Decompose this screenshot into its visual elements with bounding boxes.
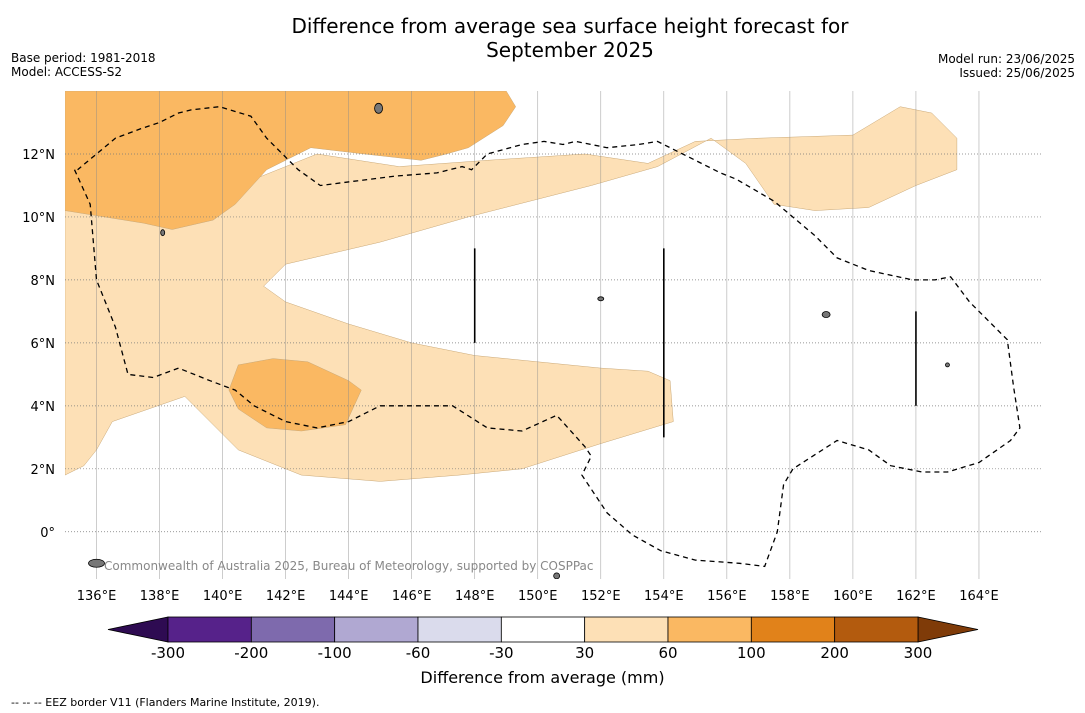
colorbar-segment <box>417 616 502 643</box>
meta-left: Base period: 1981-2018 Model: ACCESS-S2 <box>11 51 156 79</box>
colorbar-tick-label: -60 <box>406 644 431 662</box>
island <box>88 558 105 568</box>
lon-tick-label: 148°E <box>455 589 495 604</box>
colorbar-tick-label: -300 <box>151 644 185 662</box>
island <box>553 572 561 579</box>
lon-tick-label: 136°E <box>77 589 117 604</box>
base-period: Base period: 1981-2018 <box>11 51 156 65</box>
colorbar-tick-label: 60 <box>658 644 677 662</box>
colorbar-segment <box>167 616 252 643</box>
colorbar-tick-label: -200 <box>234 644 268 662</box>
lon-tick-label: 154°E <box>644 589 684 604</box>
colorbar-segment <box>500 616 586 643</box>
island <box>160 229 166 237</box>
lon-tick-label: 152°E <box>581 589 621 604</box>
lon-tick-label: 138°E <box>140 589 180 604</box>
anomaly-zone-2 <box>228 358 362 432</box>
colorbar-segment <box>750 616 836 643</box>
colorbar-title-text: Difference from average (mm) <box>420 668 665 687</box>
lon-tick-label: 160°E <box>833 589 873 604</box>
lon-tick-label: 142°E <box>266 589 306 604</box>
island <box>821 311 831 318</box>
model-run: Model run: 23/06/2025 <box>937 52 1075 66</box>
model-name: Model: ACCESS-S2 <box>11 65 123 79</box>
lon-tick-label: 146°E <box>392 589 432 604</box>
lon-tick-label: 156°E <box>707 589 747 604</box>
lon-tick-label: 164°E <box>959 589 999 604</box>
title-line-2: September 2025 <box>486 38 654 62</box>
colorbar-segment <box>250 616 336 643</box>
lon-tick-label: 150°E <box>518 589 558 604</box>
lon-tick-label: 140°E <box>203 589 243 604</box>
colorbar-segment <box>667 616 752 643</box>
title-line-1: Difference from average sea surface heig… <box>291 14 849 38</box>
eez-footnote: -- -- -- EEZ border V11 (Flanders Marine… <box>11 696 320 709</box>
island <box>945 362 950 368</box>
lat-tick-label: 4°N <box>31 400 56 415</box>
colorbar-under-arrow <box>107 616 169 643</box>
colorbar-tick-label: 100 <box>737 644 766 662</box>
lon-tick-label: 144°E <box>329 589 369 604</box>
lat-tick-label: 12°N <box>22 148 55 163</box>
colorbar-segment <box>334 616 419 643</box>
colorbar-tick-label: 30 <box>575 644 594 662</box>
issued-date: Issued: 25/06/2025 <box>959 66 1075 80</box>
eez-boundary <box>73 106 1021 568</box>
colorbar-tick-label: -30 <box>489 644 514 662</box>
lon-tick-label: 158°E <box>770 589 810 604</box>
island <box>374 102 383 114</box>
colorbar-tick-label: 200 <box>820 644 849 662</box>
colorbar-tick-label: -100 <box>318 644 352 662</box>
map-title: Difference from average sea surface heig… <box>0 14 1085 62</box>
credit-text: Commonwealth of Australia 2025, Bureau o… <box>104 559 594 573</box>
lat-tick-label: 0° <box>40 526 55 541</box>
lat-tick-label: 2°N <box>31 463 56 478</box>
lon-tick-label: 162°E <box>896 589 936 604</box>
colorbar-tick-label: 300 <box>904 644 933 662</box>
lat-tick-label: 8°N <box>31 274 56 289</box>
plot-area <box>65 91 1042 579</box>
colorbar-segment <box>834 616 919 643</box>
lat-tick-label: 10°N <box>22 211 55 226</box>
anomaly-zone-1 <box>65 91 516 230</box>
colorbar-over-arrow <box>917 616 979 643</box>
colorbar-segment <box>584 616 669 643</box>
meta-right: Model run: 23/06/2025 Issued: 25/06/2025 <box>938 52 1075 80</box>
colorbar-title: Difference from average (mm) <box>0 668 1085 687</box>
lat-tick-label: 6°N <box>31 337 56 352</box>
island <box>597 296 605 302</box>
